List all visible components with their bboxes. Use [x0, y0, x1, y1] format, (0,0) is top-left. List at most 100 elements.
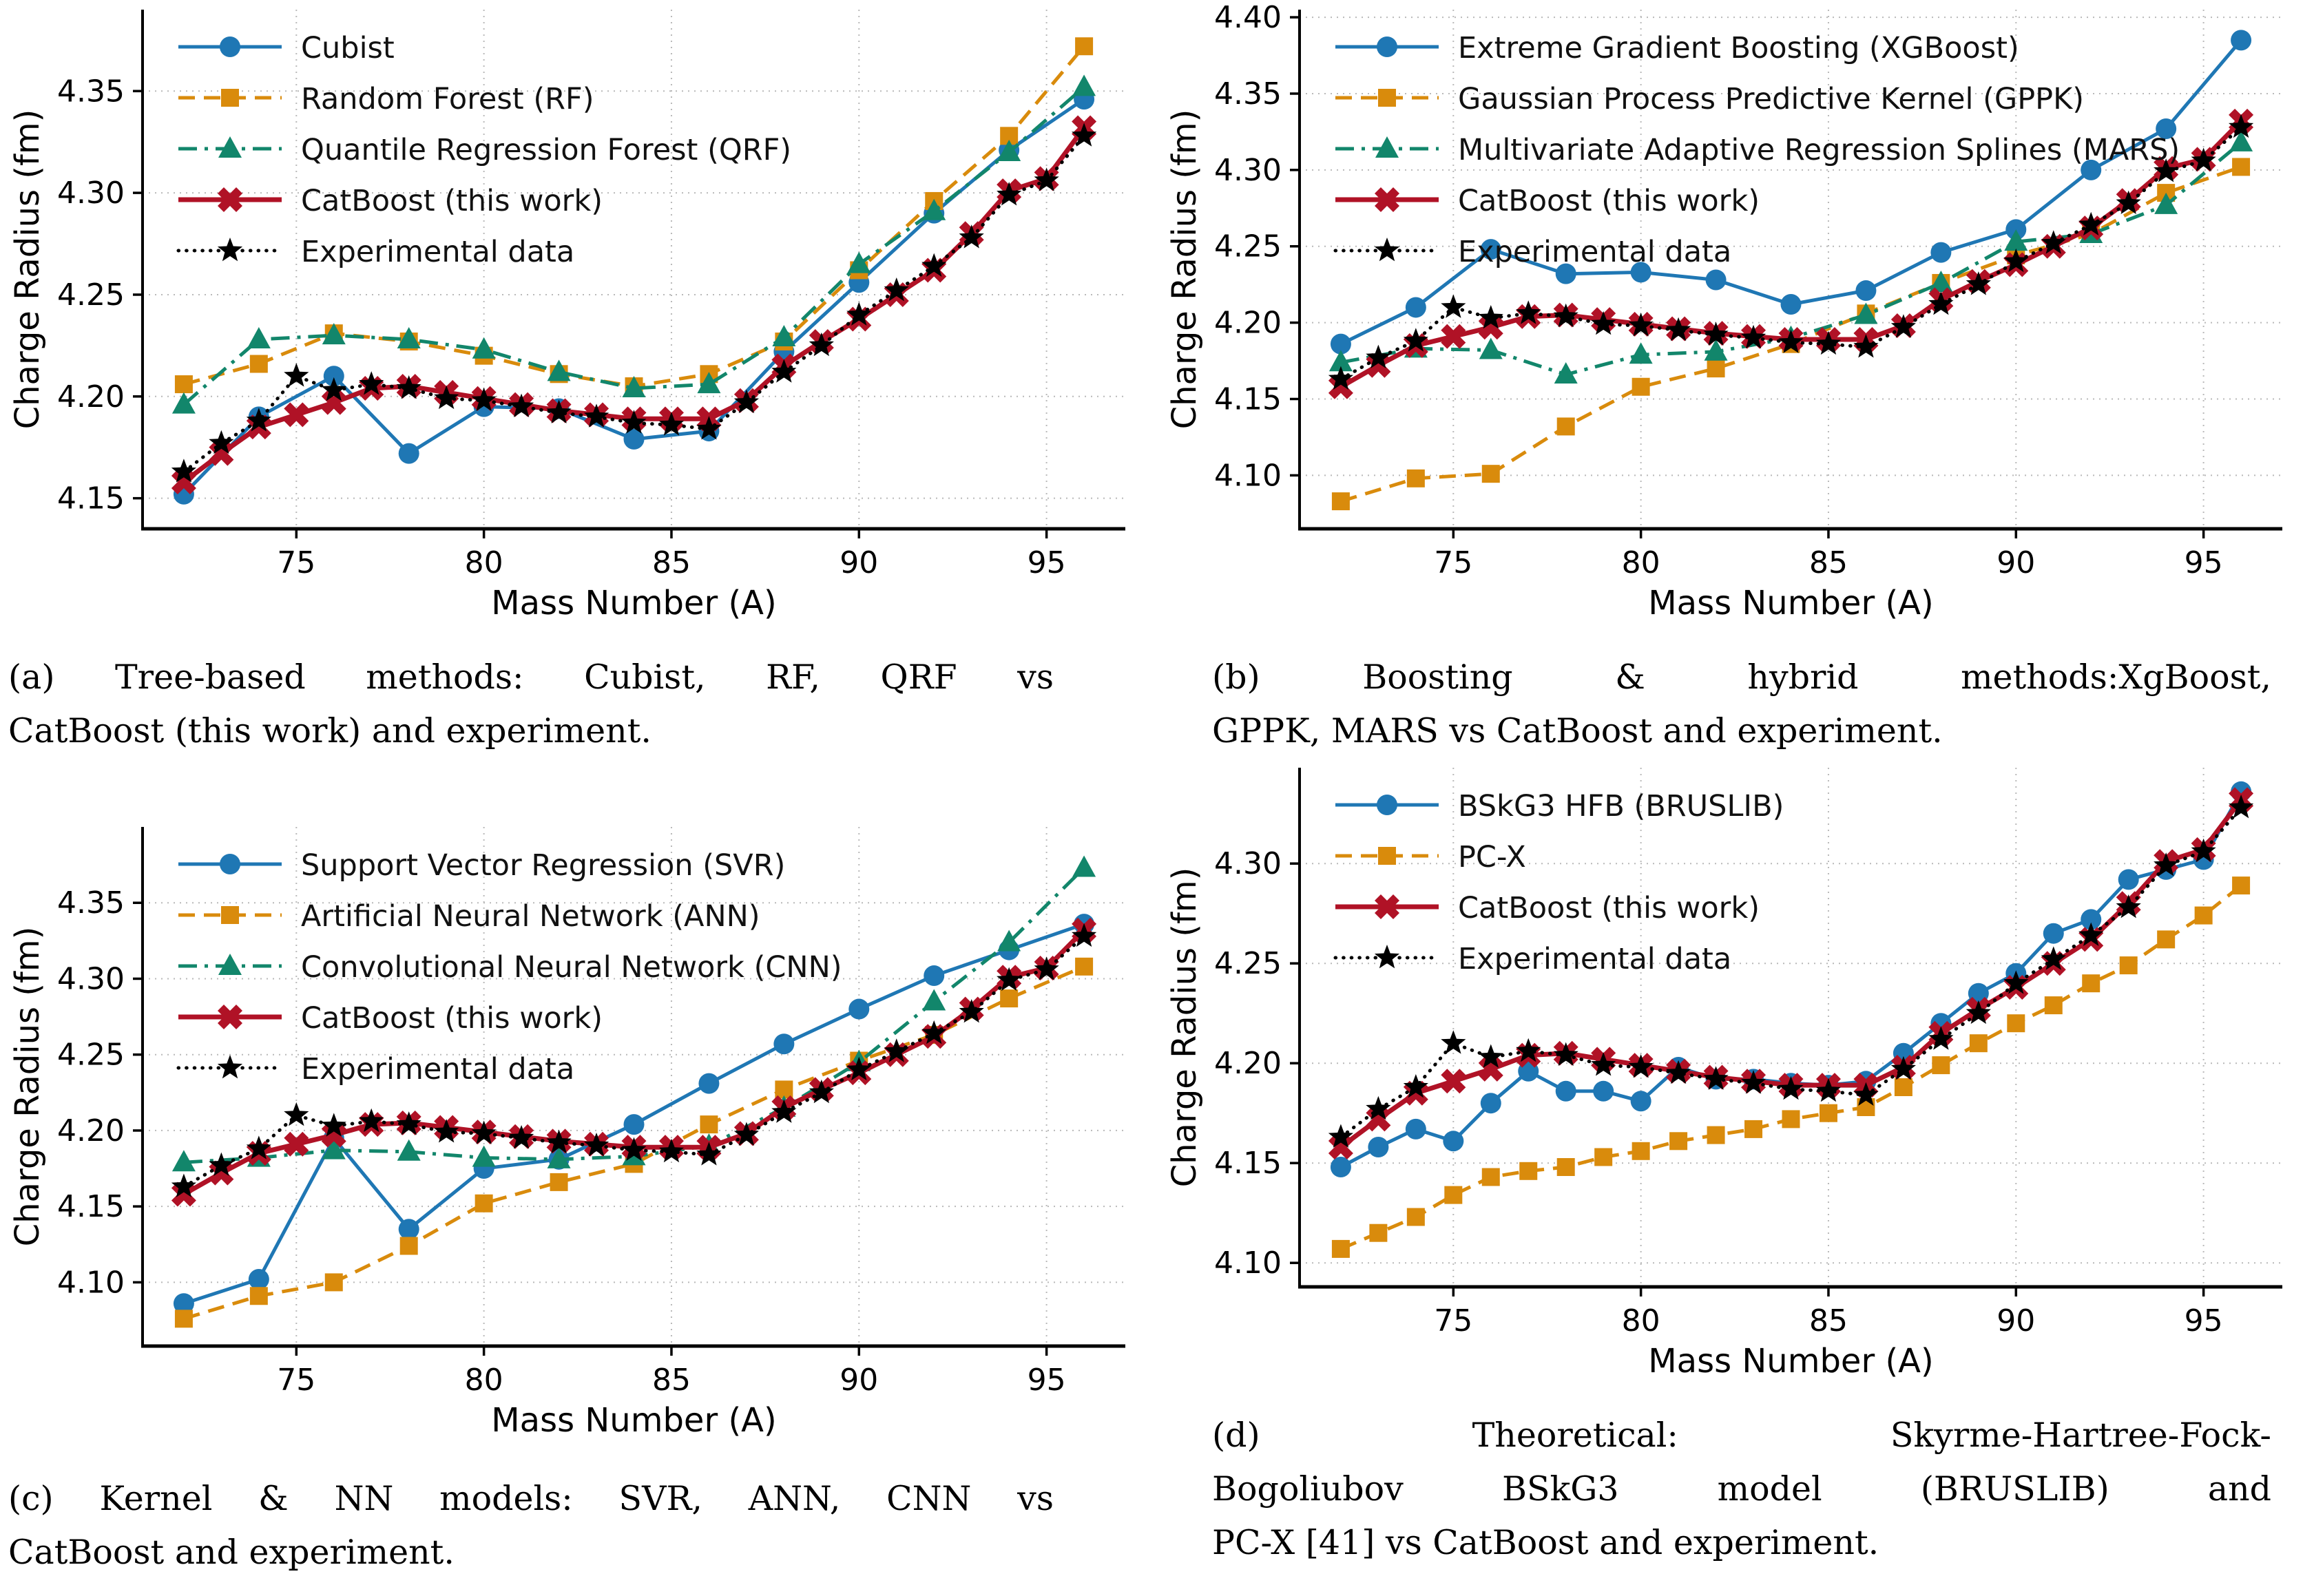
y-axis-label: Charge Radius (fm)	[1165, 868, 1204, 1188]
triangle-marker	[247, 327, 271, 349]
star-marker	[1403, 328, 1428, 352]
caption-b-line-2: GPPK, MARS vs CatBoost and experiment.	[1212, 711, 1943, 750]
y-tick-label: 4.20	[57, 1113, 125, 1148]
square-marker	[550, 1173, 568, 1191]
legend-label: Convolutional Neural Network (CNN)	[301, 950, 842, 985]
triangle-marker	[1328, 350, 1353, 372]
square-marker	[1444, 1186, 1463, 1204]
triangle-marker	[218, 136, 242, 158]
triangle-marker	[397, 327, 421, 349]
x-marker	[1375, 894, 1399, 919]
legend-label: Random Forest (RF)	[301, 82, 594, 116]
star-marker	[2003, 248, 2029, 273]
star-marker	[1628, 1054, 1654, 1078]
legend-b: Extreme Gradient Boosting (XGBoost) Gauss…	[1333, 31, 2180, 269]
circle-marker	[1630, 262, 1651, 283]
legend-label: Experimental data	[1458, 235, 1731, 269]
star-marker	[1778, 329, 1804, 353]
star-marker	[1928, 1026, 1954, 1050]
star-marker	[284, 1102, 309, 1126]
y-tick-label: 4.20	[57, 379, 125, 414]
star-marker	[1928, 291, 1954, 315]
circle-marker	[1480, 239, 1501, 260]
legend-a: Cubist Random Forest (RF) Quantile Regress…	[176, 31, 791, 269]
star-marker	[1374, 945, 1400, 969]
square-marker	[2232, 158, 2251, 176]
triangle-marker	[922, 989, 946, 1011]
caption-a-line-1: (a) Tree-based methods: Cubist, RF, QRF …	[8, 658, 1054, 697]
legend-item-catboost-this-work: CatBoost (this work)	[1335, 184, 1760, 218]
star-marker	[1328, 1124, 1354, 1148]
star-marker	[658, 412, 685, 436]
square-marker	[1369, 1224, 1388, 1242]
star-marker	[1853, 334, 1879, 358]
plot-area-b: 75 80 85 90 95 4.10 4.15 4.20 4.25 4.30 4.35 4.40 Ma…	[1165, 0, 2282, 622]
circle-marker	[1593, 1080, 1614, 1102]
star-marker	[1853, 1082, 1879, 1106]
circle-marker	[773, 1033, 795, 1055]
plot-area-d: 75 80 85 90 95 4.10 4.15 4.20 4.25 4.30 Mass Numbe…	[1165, 768, 2282, 1380]
square-marker	[2082, 974, 2101, 993]
triangle-marker	[472, 337, 496, 359]
square-marker	[1707, 1126, 1725, 1144]
x-axis-label: Mass Number (A)	[491, 1401, 776, 1440]
axes-b: 75 80 85 90 95 4.10 4.15 4.20 4.25 4.30 4.35 4.40 Ma…	[1165, 0, 2282, 622]
y-tick-label: 4.30	[57, 176, 125, 211]
star-marker	[621, 1137, 647, 1161]
star-marker	[1071, 123, 1097, 147]
circle-marker	[1377, 795, 1397, 815]
star-marker	[1966, 271, 1991, 295]
x-tick-label: 95	[2185, 1303, 2223, 1338]
star-marker	[2228, 114, 2254, 138]
y-tick-label: 4.20	[1214, 306, 1282, 341]
y-tick-label: 4.35	[1214, 76, 1282, 112]
star-marker	[1403, 1074, 1428, 1098]
triangle-marker	[2004, 229, 2028, 251]
x-axis-label: Mass Number (A)	[1648, 584, 1933, 622]
x-tick-label: 95	[2185, 545, 2223, 580]
star-marker	[1366, 344, 1391, 369]
star-marker	[1666, 317, 1691, 342]
star-marker	[733, 1122, 759, 1146]
star-marker	[2003, 970, 2029, 994]
square-marker	[1669, 1132, 1688, 1151]
legend-item-random-forest-rf: Random Forest (RF)	[178, 82, 594, 116]
star-marker	[2228, 795, 2254, 819]
star-marker	[771, 1099, 797, 1123]
square-marker	[1632, 377, 1650, 396]
legend-item-catboost-this-work: CatBoost (this work)	[1335, 891, 1760, 925]
legend-label: CatBoost (this work)	[301, 1001, 603, 1036]
star-marker	[171, 459, 197, 483]
x-marker	[321, 1122, 346, 1148]
y-tick-label: 4.35	[57, 74, 125, 109]
star-marker	[509, 1124, 534, 1149]
star-marker	[997, 182, 1022, 206]
circle-marker	[623, 1114, 645, 1135]
star-marker	[696, 1142, 722, 1166]
triangle-marker	[1704, 339, 1728, 361]
star-marker	[2191, 838, 2216, 863]
legend-item-catboost-this-work: CatBoost (this work)	[178, 184, 603, 218]
x-tick-label: 80	[1622, 545, 1660, 580]
x-marker	[284, 1131, 309, 1157]
star-marker	[959, 224, 984, 249]
star-marker	[2191, 147, 2216, 171]
star-marker	[246, 1135, 271, 1159]
triangle-marker	[397, 1139, 421, 1161]
star-marker	[959, 998, 984, 1023]
caption-a: (a) Tree-based methods: Cubist, RF, QRF …	[0, 651, 1157, 758]
legend-label: Quantile Regression Forest (QRF)	[301, 133, 791, 167]
x-marker	[218, 1005, 242, 1029]
square-marker	[2007, 1014, 2025, 1033]
star-marker	[434, 1119, 459, 1143]
triangle-marker	[1072, 855, 1096, 877]
star-marker	[1890, 314, 1916, 338]
legend-item-artificial-neural-network-ann: Artificial Neural Network (ANN)	[178, 899, 760, 934]
x-axis-label: Mass Number (A)	[491, 584, 776, 622]
legend-item-bskg3-hfb-bruslib: BSkG3 HFB (BRUSLIB)	[1335, 789, 1784, 823]
square-marker	[1331, 492, 1350, 511]
square-marker	[1969, 1034, 1988, 1053]
circle-marker	[220, 36, 240, 57]
star-marker	[321, 377, 346, 401]
x-tick-label: 75	[1434, 545, 1472, 580]
